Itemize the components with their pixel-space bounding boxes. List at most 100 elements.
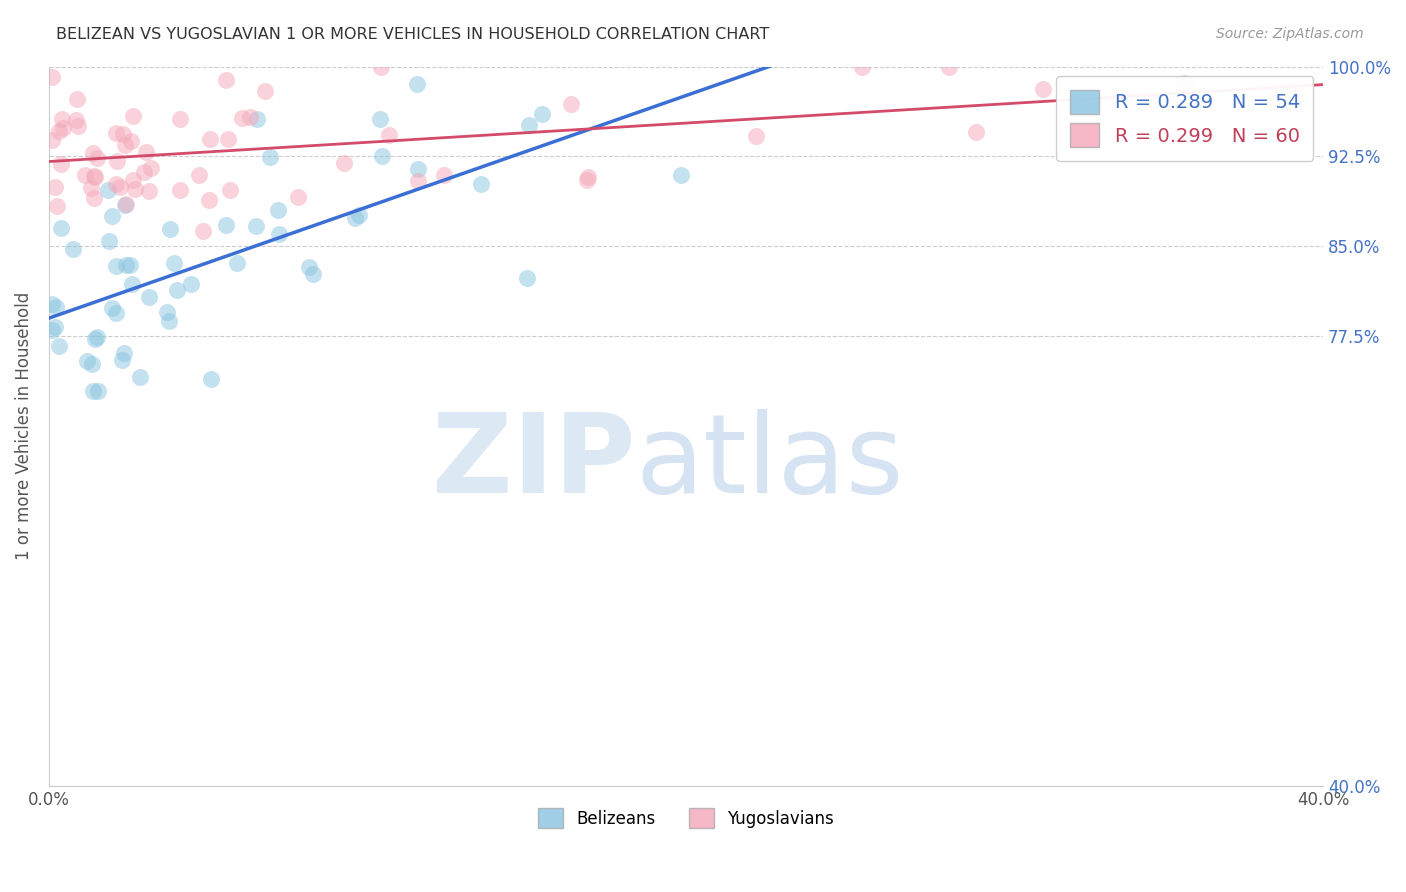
Point (218, 183, 240, 197)
Point (406, 77, 429, 91)
Point (62, 242, 84, 256)
Point (159, 221, 181, 235)
Point (82, 146, 104, 161)
Point (75, 169, 97, 183)
Point (122, 109, 145, 123)
Point (368, 112, 391, 127)
Point (139, 161, 162, 175)
Point (576, 170, 599, 185)
Point (377, 128, 399, 142)
Point (669, 168, 692, 182)
Point (124, 182, 146, 196)
Point (45, 300, 67, 314)
Point (108, 179, 131, 194)
Point (112, 346, 135, 360)
Point (344, 211, 367, 225)
Point (41, 70, 63, 84)
Point (97, 235, 120, 249)
Point (138, 290, 160, 304)
Point (79, 181, 101, 195)
Point (745, 128, 768, 143)
Point (41, 297, 63, 311)
Point (198, 193, 221, 207)
Point (114, 138, 136, 153)
Point (86, 151, 108, 165)
Point (104, 259, 127, 273)
Point (226, 256, 249, 270)
Point (938, 60, 960, 74)
Point (169, 112, 191, 126)
Point (83, 191, 105, 205)
Point (239, 110, 262, 124)
Point (259, 150, 281, 164)
Point (41, 323, 63, 337)
Point (138, 184, 160, 198)
Point (86, 330, 108, 344)
Point (83, 169, 105, 184)
Point (298, 260, 321, 275)
Point (470, 177, 492, 191)
Point (48, 339, 70, 353)
Point (97, 184, 120, 198)
Point (530, 107, 553, 121)
Point (82, 384, 104, 398)
Text: BELIZEAN VS YUGOSLAVIAN 1 OR MORE VEHICLES IN HOUSEHOLD CORRELATION CHART: BELIZEAN VS YUGOSLAVIAN 1 OR MORE VEHICL… (56, 27, 769, 42)
Point (200, 132, 222, 146)
Point (245, 219, 267, 233)
Point (111, 353, 134, 368)
Point (114, 197, 136, 211)
Point (44, 179, 66, 194)
Point (231, 112, 253, 126)
Point (575, 172, 598, 186)
Point (80, 357, 103, 371)
Point (157, 313, 180, 327)
Point (65, 113, 87, 128)
Point (406, 162, 429, 177)
Point (41, 133, 63, 147)
Point (48, 124, 70, 138)
Point (49, 157, 72, 171)
Point (104, 306, 127, 320)
Point (287, 190, 309, 204)
Point (433, 168, 456, 182)
Point (215, 72, 238, 87)
Point (166, 283, 188, 297)
Point (1032, 82, 1054, 96)
Point (347, 208, 370, 222)
Point (87, 384, 110, 399)
Point (180, 277, 202, 292)
Point (66, 92, 89, 106)
Point (44, 320, 66, 334)
Point (105, 126, 128, 140)
Point (156, 304, 179, 318)
Point (112, 127, 135, 141)
Point (76, 353, 98, 368)
Point (105, 178, 128, 192)
Point (371, 149, 394, 163)
Point (1173, 76, 1195, 90)
Point (83, 169, 105, 183)
Point (302, 268, 325, 282)
Point (408, 174, 430, 188)
Point (121, 277, 143, 291)
Point (193, 224, 215, 238)
Text: atlas: atlas (636, 409, 904, 516)
Point (51, 220, 73, 235)
Point (851, 60, 873, 74)
Point (114, 197, 136, 211)
Text: ZIP: ZIP (432, 409, 636, 516)
Y-axis label: 1 or more Vehicles in Household: 1 or more Vehicles in Household (15, 292, 32, 560)
Point (51, 112, 73, 126)
Point (333, 156, 356, 170)
Point (135, 145, 157, 159)
Point (105, 153, 128, 168)
Point (134, 164, 156, 178)
Point (267, 202, 290, 217)
Point (129, 370, 152, 384)
Point (269, 227, 291, 241)
Point (163, 256, 186, 270)
Point (52, 121, 75, 136)
Point (114, 258, 136, 272)
Point (217, 132, 239, 146)
Point (120, 134, 142, 148)
